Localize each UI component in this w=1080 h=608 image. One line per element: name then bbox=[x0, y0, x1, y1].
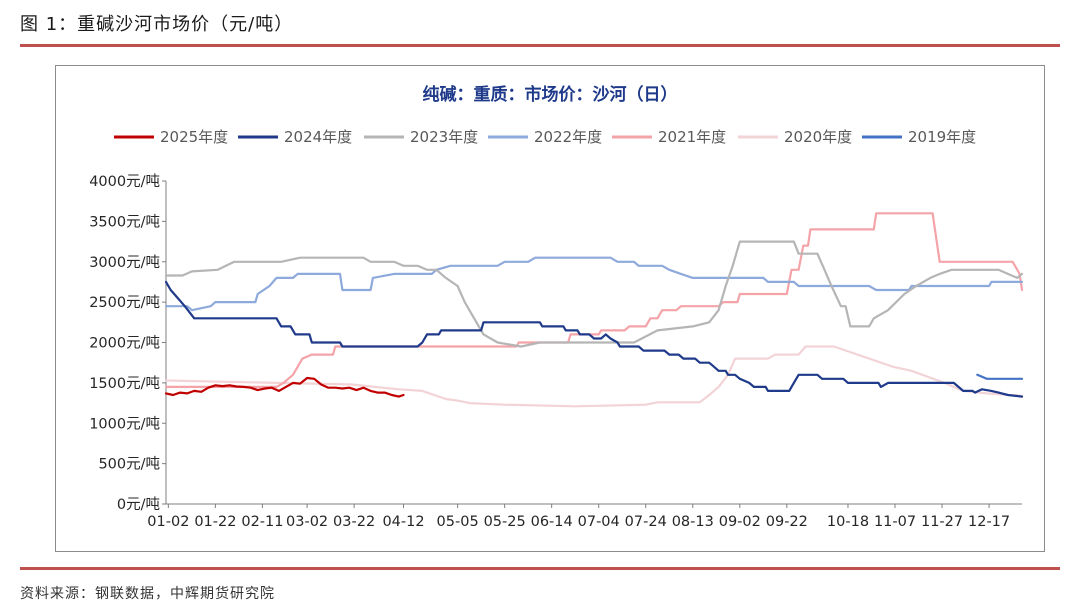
series-line-2025年度 bbox=[164, 376, 405, 398]
series-line-2022年度 bbox=[164, 256, 1024, 312]
series-line-2021年度 bbox=[164, 212, 1024, 388]
series-line-2023年度 bbox=[164, 240, 1024, 348]
legend-label: 2023年度 bbox=[410, 128, 478, 146]
y-tick-label: 2000元/吨 bbox=[89, 335, 160, 352]
y-tick-label: 2500元/吨 bbox=[89, 294, 160, 311]
bottom-divider bbox=[20, 567, 1060, 570]
y-tick-label: 3500元/吨 bbox=[89, 213, 160, 230]
x-tick-label: 11-27 bbox=[921, 514, 963, 530]
y-tick-label: 0元/吨 bbox=[117, 496, 160, 513]
line-chart: 纯碱：重质：市场价：沙河（日） 2025年度 2024年度 2023年度 2022年度… bbox=[89, 84, 1024, 530]
x-tick-label: 09-02 bbox=[719, 514, 761, 530]
source-note: 资料来源：钢联数据，中辉期货研究院 bbox=[20, 586, 275, 602]
x-tick-label: 11-07 bbox=[874, 514, 916, 530]
series-line-2024年度 bbox=[164, 280, 1024, 398]
y-tick-label: 3000元/吨 bbox=[89, 254, 160, 271]
x-tick-label: 03-22 bbox=[333, 514, 375, 530]
x-tick-label: 01-22 bbox=[194, 514, 236, 530]
legend-label: 2019年度 bbox=[908, 128, 976, 146]
chart-axes: 0元/吨 500元/吨 1000元/吨 1500元/吨 2000元/吨 2500元/吨 30… bbox=[89, 173, 1022, 530]
y-tick-label: 1500元/吨 bbox=[89, 375, 160, 392]
x-tick-label: 05-05 bbox=[437, 514, 479, 530]
chart-frame: 纯碱：重质：市场价：沙河（日） 2025年度 2024年度 2023年度 2022年度… bbox=[55, 65, 1045, 552]
x-tick-label: 09-22 bbox=[766, 514, 808, 530]
y-tick-label: 500元/吨 bbox=[98, 456, 160, 473]
figure-label: 图 1：重碱沙河市场价（元/吨） bbox=[20, 14, 294, 35]
x-tick-label: 10-18 bbox=[827, 514, 869, 530]
legend-label: 2024年度 bbox=[284, 128, 352, 146]
series-line-2020年度 bbox=[164, 345, 1024, 408]
legend-label: 2022年度 bbox=[534, 128, 602, 146]
top-divider bbox=[20, 44, 1060, 47]
y-tick-label: 1000元/吨 bbox=[89, 415, 160, 432]
x-tick-label: 04-12 bbox=[382, 514, 424, 530]
legend-label: 2021年度 bbox=[658, 128, 726, 146]
x-tick-label: 12-17 bbox=[968, 514, 1010, 530]
x-tick-label: 05-25 bbox=[484, 514, 526, 530]
x-tick-label: 03-02 bbox=[286, 514, 328, 530]
x-tick-label: 08-13 bbox=[672, 514, 714, 530]
series-line-2019年度 bbox=[976, 373, 1024, 380]
x-tick-label: 07-24 bbox=[625, 514, 667, 530]
x-tick-label: 01-02 bbox=[147, 514, 189, 530]
x-tick-label: 07-04 bbox=[578, 514, 620, 530]
chart-series bbox=[164, 212, 1024, 408]
chart-title: 纯碱：重质：市场价：沙河（日） bbox=[423, 84, 678, 105]
y-tick-label: 4000元/吨 bbox=[89, 173, 160, 190]
chart-legend: 2025年度 2024年度 2023年度 2022年度 2021年度 2020年度 2019… bbox=[114, 128, 976, 146]
legend-label: 2020年度 bbox=[784, 128, 852, 146]
legend-label: 2025年度 bbox=[160, 128, 228, 146]
x-tick-label: 06-14 bbox=[531, 514, 573, 530]
x-tick-label: 02-11 bbox=[241, 514, 283, 530]
